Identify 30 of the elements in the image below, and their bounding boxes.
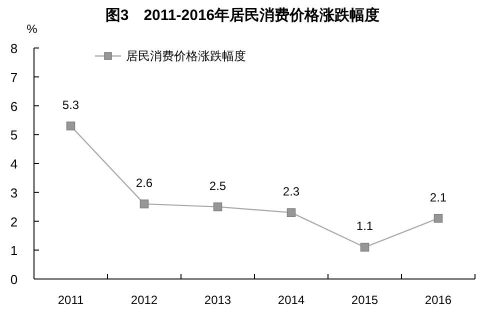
point (360, 242, 370, 252)
x-tick-label: 2011 (58, 293, 84, 307)
point (434, 214, 443, 223)
data-label: 2.3 (282, 184, 300, 199)
x-tick-label: 2016 (424, 293, 452, 307)
chart-title: 图3 2011-2016年居民消费价格涨跌幅度 (105, 6, 380, 24)
y-tick-label: 1 (10, 243, 18, 258)
data-label: 5.3 (62, 98, 80, 112)
data-label: 2.5 (209, 178, 226, 193)
y-tick-label: 7 (10, 70, 18, 85)
y-axis-title: % (26, 22, 38, 36)
x-tick-label: 2014 (278, 293, 305, 307)
x-tick-label: 2015 (351, 293, 378, 307)
y-tick-label: 3 (10, 185, 18, 200)
point (66, 122, 76, 130)
data-label: 2.1 (430, 190, 447, 204)
data-label: 1.1 (356, 219, 374, 234)
legend-label: 居民消费价格涨跌幅度 (126, 49, 246, 63)
point (140, 200, 149, 208)
x-tick-label: 2012 (130, 293, 158, 307)
y-tick-label: 2 (10, 214, 18, 230)
x-tick-label: 2013 (204, 293, 232, 307)
data-label: 2.6 (136, 176, 153, 190)
point (286, 208, 296, 217)
y-tick-label: 5 (10, 128, 18, 143)
point (213, 202, 222, 212)
y-tick-label: 6 (10, 98, 18, 114)
y-tick-label: 8 (10, 41, 18, 56)
y-tick-label: 4 (10, 156, 18, 172)
y-tick-label: 0 (10, 272, 18, 287)
